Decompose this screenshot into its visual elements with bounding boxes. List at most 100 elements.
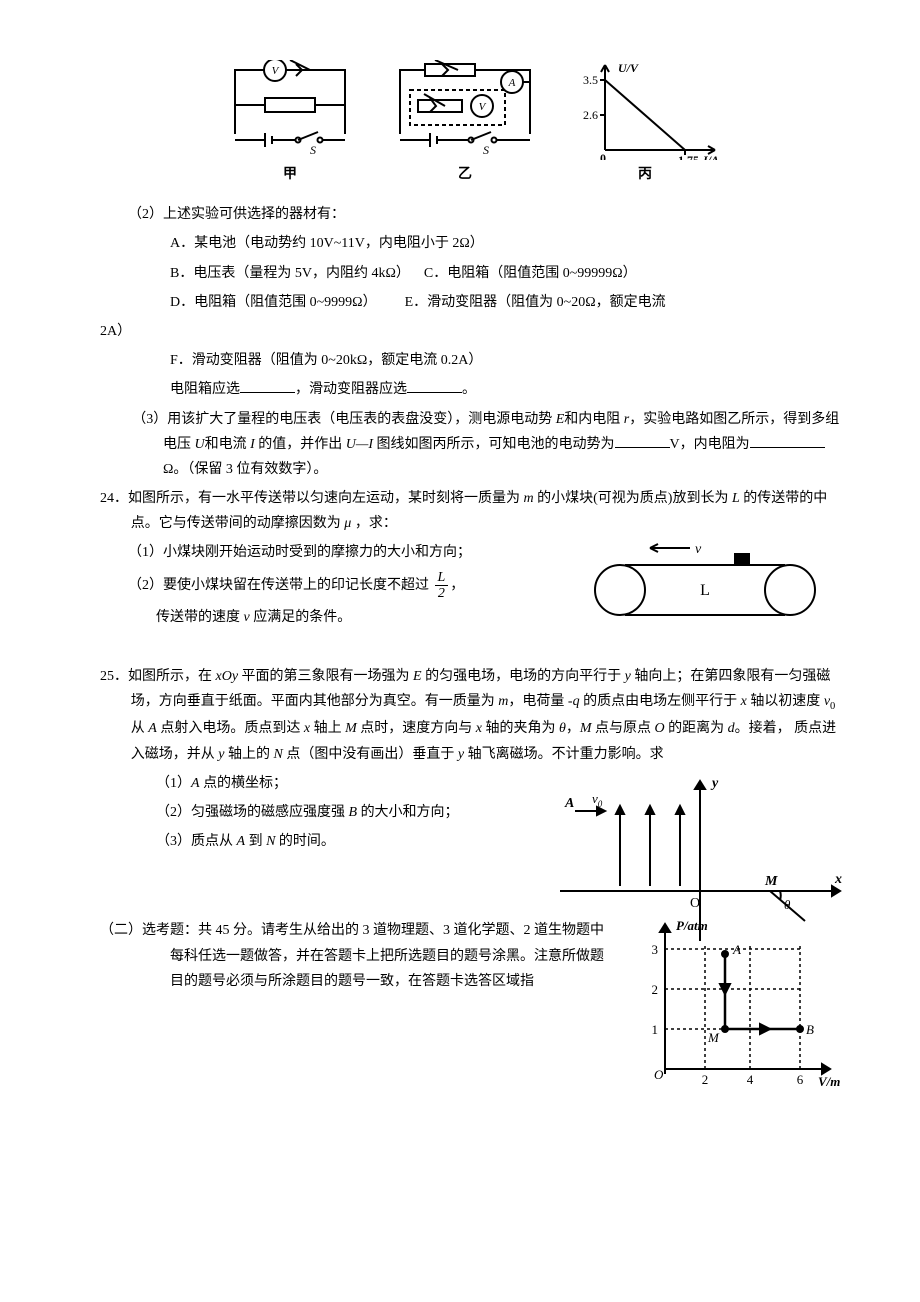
pv-M: M	[707, 1030, 720, 1045]
q25-s1: 如图所示，在	[128, 669, 216, 684]
q25-sub3b: 到	[245, 834, 266, 849]
q25-fig-y: y	[710, 776, 719, 791]
q25-s6: 的质点由电场左侧平行于	[580, 694, 741, 709]
q25-stem: 25．如图所示，在 xOy 平面的第三象限有一场强为 E 的匀强电场，电场的方向…	[100, 664, 840, 767]
q23-p3d: 和电流	[205, 437, 251, 452]
q25-s12: 轴的夹角为	[482, 721, 559, 736]
q23-p3b: 和内电阻	[564, 412, 624, 427]
q24-sd: ，求：	[351, 516, 397, 531]
conveyor-svg: v L	[560, 540, 850, 635]
q24-frac-den: 2	[435, 586, 449, 601]
q23-optE-tail: 2A）	[100, 319, 840, 344]
q24-m: m	[524, 491, 534, 506]
q24-sub2-line2: 传送带的速度 v 应满足的条件。	[100, 605, 540, 630]
figure-yi-label: 乙	[458, 162, 472, 187]
q23-select-line: 电阻箱应选，滑动变阻器应选。	[100, 377, 840, 402]
y-mid-label: 2.6	[583, 108, 598, 122]
q24-stem: 24．如图所示，有一水平传送带以匀速向左运动，某时刻将一质量为 m 的小煤块(可…	[100, 486, 840, 536]
q25-fig-x: x	[834, 872, 842, 887]
q25-fig-A: A	[564, 796, 574, 811]
q24-sa: 如图所示，有一水平传送带以匀速向左运动，某时刻将一质量为	[128, 491, 524, 506]
circuit-yi-svg: A V S	[390, 60, 540, 160]
q25-s5: ，电荷量 -	[508, 694, 572, 709]
q25-sub1: （1）A 点的横坐标；	[100, 771, 520, 796]
q24-sub2c: 传送带的速度	[156, 610, 244, 625]
q25-s3: 的匀强电场，电场的方向平行于	[422, 669, 625, 684]
q25-E: E	[413, 669, 422, 684]
q25-s7: 轴以初速度	[747, 694, 824, 709]
q25-s14: 点与原点	[592, 721, 655, 736]
blank-resistor-box	[240, 378, 295, 393]
q25-q: q	[573, 694, 580, 709]
pv-x4: 4	[747, 1072, 754, 1087]
q24-frac-num: L	[435, 570, 449, 586]
q23-optDE: D．电阻箱（阻值范围 0~9999Ω） E．滑动变阻器（阻值为 0~20Ω，额定…	[100, 290, 840, 315]
q23-optB: B．电压表（量程为 5V，内阻约 4kΩ）	[170, 266, 410, 281]
q24-sub1: （1）小煤块刚开始运动时受到的摩擦力的大小和方向；	[100, 540, 540, 565]
pv-x-label: V/m³	[818, 1074, 840, 1089]
top-figure-row: V S 甲	[100, 60, 840, 187]
q25-N: N	[274, 747, 283, 762]
figure-bing: U/V 3.5 2.6 0 1.75 I/A 丙	[570, 60, 720, 187]
q23-optF: F．滑动变阻器（阻值为 0~20kΩ，额定电流 0.2A）	[100, 348, 840, 373]
q24-num: 24．	[100, 491, 128, 506]
q25-s10: 轴上	[310, 721, 345, 736]
q25-B: B	[349, 805, 358, 820]
switch-s-label: S	[483, 143, 489, 157]
q23-U: U	[195, 437, 205, 452]
q23-sel-a: 电阻箱应选	[170, 382, 240, 397]
q23-p3f: 图线如图丙所示，可知电池的电动势为	[373, 437, 615, 452]
xoy-svg: y x A v0 M O θ	[550, 771, 850, 951]
q25-fig-v0: v0	[592, 791, 603, 809]
q25-sub2b: 的大小和方向；	[357, 805, 459, 820]
q24-figure: v L	[560, 540, 850, 644]
q24-L: L	[732, 491, 740, 506]
ammeter-a-label: A	[508, 77, 516, 89]
q25-fig-O: O	[690, 896, 700, 911]
q23-optC: C．电阻箱（阻值范围 0~99999Ω）	[424, 266, 637, 281]
q25-A2: A	[191, 776, 200, 791]
q24-sub2a: （2）要使小煤块留在传送带上的印记长度不超过	[128, 578, 429, 593]
q24-sb: 的小煤块(可视为质点)放到长为	[534, 491, 732, 506]
q23-optA: A．某电池（电动势约 10V~11V，内电阻小于 2Ω）	[100, 231, 840, 256]
q24-fig-L: L	[700, 582, 710, 599]
q23-p3: （3）用该扩大了量程的电压表（电压表的表盘没变），测电源电动势 E和内电阻 r，…	[100, 407, 840, 483]
q25-A1: A	[148, 721, 157, 736]
q25-A3: A	[237, 834, 246, 849]
q24-sub2d: 应满足的条件。	[250, 610, 352, 625]
pv-O: O	[654, 1067, 664, 1082]
q24-fig-v: v	[695, 542, 702, 557]
q25-s8: 从	[131, 721, 149, 736]
y-max-label: 3.5	[583, 73, 598, 87]
q25-theta: θ	[559, 721, 566, 736]
q23-sel-b: ，滑动变阻器应选	[295, 382, 407, 397]
q25-fig-theta: θ	[784, 897, 791, 912]
figure-jia-label: 甲	[283, 162, 297, 187]
pv-B: B	[806, 1022, 814, 1037]
q24-sub2b: ，	[450, 578, 464, 593]
q23-UI: U—I	[346, 437, 373, 452]
q25-s11: 点时，速度方向与	[357, 721, 476, 736]
q25-sub3: （3）质点从 A 到 N 的时间。	[100, 829, 520, 854]
q25-sub3a: （3）质点从	[156, 834, 237, 849]
q25-s18: 点（图中没有画出）垂直于	[283, 747, 458, 762]
q25-s19: 轴飞离磁场。不计重力影响。求	[464, 747, 664, 762]
q25-s9: 点射入电场。质点到达	[157, 721, 304, 736]
section2-text: （二）选考题：共 45 分。请考生从给出的 3 道物理题、3 道化学题、2 道生…	[100, 918, 610, 994]
q25-xoy: xOy	[216, 669, 239, 684]
q23-p2-intro: （2）上述实验可供选择的器材有：	[100, 202, 840, 227]
q25-num: 25．	[100, 669, 128, 684]
pv-x2: 2	[702, 1072, 709, 1087]
ia-axis-label: I/A	[702, 153, 719, 160]
q23-optD: D．电阻箱（阻值范围 0~9999Ω）	[170, 295, 377, 310]
pv-y1: 1	[652, 1022, 659, 1037]
q25-figure: y x A v0 M O θ	[550, 771, 850, 960]
q25-sub3c: 的时间。	[275, 834, 335, 849]
q25-s15: 的距离为	[665, 721, 728, 736]
q23-p3h: Ω。（保留 3 位有效数字）。	[163, 462, 327, 477]
q25-d: d	[728, 721, 735, 736]
q25-sub2: （2）匀强磁场的磁感应强度强 B 的大小和方向；	[100, 800, 520, 825]
q23-p3g: V，内电阻为	[670, 437, 750, 452]
q25-s2: 平面的第三象限有一场强为	[238, 669, 413, 684]
q25-v0s: 0	[830, 701, 835, 712]
